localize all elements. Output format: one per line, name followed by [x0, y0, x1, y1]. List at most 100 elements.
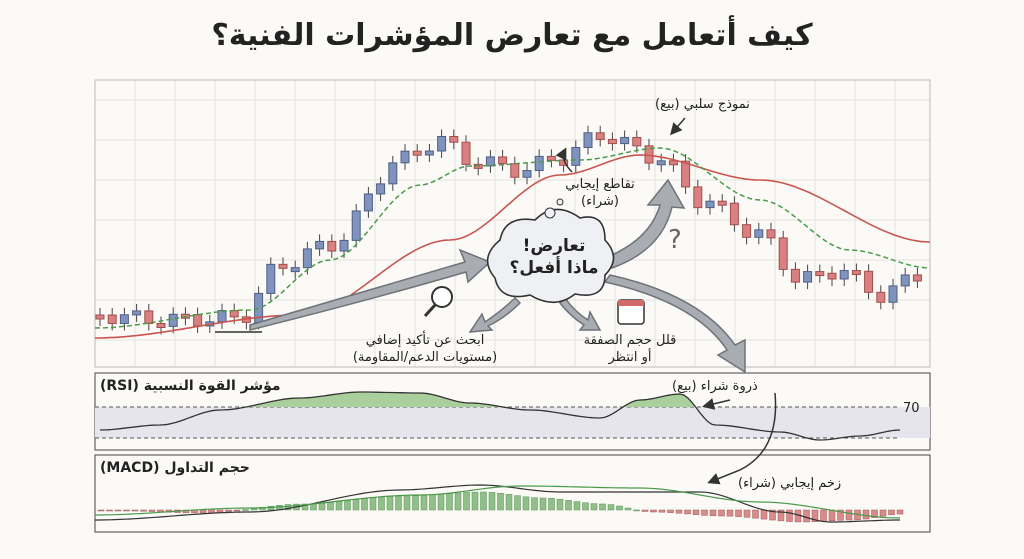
signal-line: [95, 485, 901, 519]
macd-bar: [726, 509, 734, 517]
macd-bar: [454, 492, 462, 511]
callout-arrows: [555, 117, 777, 485]
candle: [302, 248, 312, 269]
candle: [754, 229, 764, 238]
line: ماذا أفعل؟: [509, 258, 599, 278]
candle: [229, 310, 239, 318]
candle: [327, 240, 337, 252]
candle: [742, 224, 752, 238]
macd-bar: [361, 498, 368, 511]
candle: [193, 314, 203, 327]
arrow-left: [468, 296, 522, 333]
macd-bar: [131, 509, 139, 512]
macd-bar: [148, 509, 156, 512]
candle: [266, 263, 276, 294]
macd-bar: [599, 503, 606, 511]
candle: [705, 200, 715, 209]
macd-bar: [505, 494, 513, 511]
candle: [412, 150, 422, 156]
candle: [851, 270, 861, 276]
candle: [132, 310, 142, 316]
candle: [485, 156, 495, 167]
candle: [681, 160, 691, 188]
line: قلل حجم الصفقة: [583, 333, 677, 348]
candle: [620, 136, 630, 145]
macd-bar: [743, 509, 751, 518]
calendar-top: [618, 300, 644, 306]
macd-bar: [650, 509, 657, 513]
candle: [546, 155, 556, 161]
macd-bar: [233, 509, 241, 512]
macd-bar: [446, 493, 453, 511]
rsi-band: [95, 407, 930, 438]
macd-bar: [607, 504, 615, 511]
candle: [717, 200, 727, 206]
macd-bar: [658, 509, 666, 513]
macd-bar: [667, 509, 674, 513]
line: أو انتظر: [608, 350, 652, 365]
macd-bar: [871, 509, 878, 518]
conflict-text: تعارض! ماذا أفعل؟: [495, 235, 613, 279]
macd-bar: [769, 509, 776, 521]
macd-bar: [828, 509, 836, 522]
line: ابحث عن تأكيد إضافي: [365, 333, 485, 348]
candle: [790, 268, 800, 283]
candle: [95, 314, 105, 320]
magnifier-handle: [423, 303, 437, 318]
macd-bar: [624, 507, 632, 511]
macd-bar: [616, 505, 623, 511]
candle: [656, 160, 666, 166]
price-panel: [94, 79, 931, 368]
macd-bar: [412, 495, 419, 511]
macd-bar: [106, 509, 113, 512]
overbought-label: ذروة شراء (بيع): [672, 379, 758, 394]
macd-bar: [123, 509, 130, 512]
candle: [144, 310, 154, 324]
candle: [876, 291, 886, 303]
candle: [498, 156, 508, 165]
macd-bar: [250, 508, 258, 511]
macd-bar: [565, 500, 572, 511]
bearish-label: نموذج سلبي (بيع): [655, 97, 750, 112]
macd-bar: [684, 509, 691, 515]
macd-bar: [888, 509, 895, 516]
macd-bar: [590, 503, 598, 511]
macd-bar: [480, 491, 487, 511]
macd-bar: [463, 492, 470, 511]
macd-bar: [735, 509, 742, 517]
indicator-lines: [94, 147, 931, 523]
macd-bar: [386, 496, 394, 511]
candle: [888, 285, 898, 303]
macd-bar: [548, 498, 555, 511]
cloud-dot: [556, 198, 564, 206]
macd-bar: [820, 509, 827, 522]
macd-bar: [803, 509, 810, 523]
candle: [315, 240, 325, 250]
candle: [376, 183, 386, 195]
candle: [729, 202, 739, 226]
candle: [449, 135, 459, 143]
candle: [107, 314, 117, 324]
candle: [864, 270, 874, 293]
macd-bar: [862, 509, 870, 520]
candle: [534, 155, 544, 172]
macd-bar: [420, 495, 428, 511]
macd-bar: [318, 502, 326, 511]
macd-bar: [709, 509, 717, 517]
macd-bar: [514, 495, 521, 511]
macd-line: [95, 484, 900, 523]
candle: [595, 132, 605, 140]
macd-bar: [225, 509, 232, 512]
option-reduce: قلل حجم الصفقة أو انتظر: [575, 332, 685, 366]
candle: [571, 147, 581, 166]
macd-bar: [208, 509, 215, 514]
macd-bar: [556, 498, 564, 511]
macd-bar: [522, 496, 530, 511]
macd-bar: [403, 495, 411, 511]
rsi-overbought-fill: [100, 392, 900, 407]
macd-bar: [539, 497, 547, 511]
candle: [522, 170, 532, 178]
macd-bar: [335, 501, 343, 511]
